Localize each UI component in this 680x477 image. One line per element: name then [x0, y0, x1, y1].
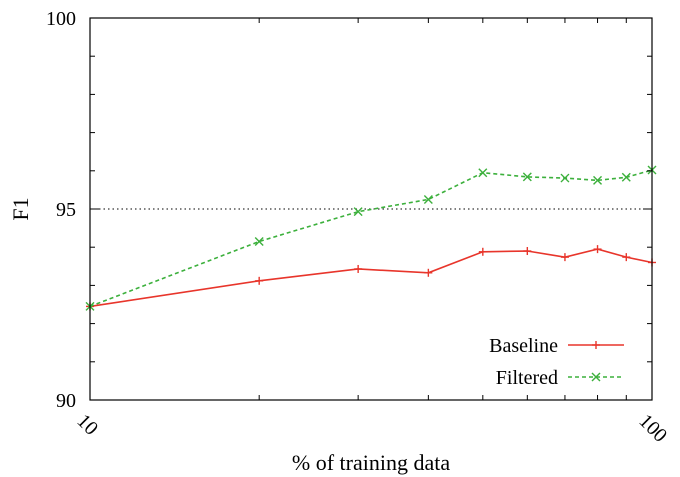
legend-marker-baseline	[592, 341, 600, 349]
data-point-filtered	[478, 168, 488, 178]
data-point-baseline	[354, 264, 363, 273]
data-point-filtered	[593, 175, 603, 185]
y-axis-label: F1	[8, 197, 33, 220]
data-point-filtered	[522, 172, 532, 182]
x-tick-label: 100	[634, 410, 671, 447]
series-layer	[85, 165, 657, 311]
data-point-baseline	[255, 276, 264, 285]
legend-label-filtered: Filtered	[496, 367, 558, 389]
axis-tick-labels: 90 95 100 10 100	[46, 8, 671, 447]
series-line-filtered	[89, 169, 653, 308]
data-point-baseline	[622, 253, 631, 262]
y-tick-label: 90	[56, 390, 76, 412]
data-point-filtered	[254, 236, 264, 246]
marker-stroke	[522, 172, 532, 182]
axis-ticks	[89, 17, 653, 401]
legend: Baseline Filtered	[489, 335, 624, 389]
data-point-baseline	[424, 268, 433, 277]
legend-label-baseline: Baseline	[489, 335, 558, 357]
marker-stroke	[254, 236, 264, 246]
data-point-baseline	[560, 253, 569, 262]
marker-stroke	[560, 173, 570, 183]
y-tick-label: 95	[56, 199, 76, 221]
marker-stroke	[621, 172, 631, 182]
data-point-filtered	[560, 173, 570, 183]
x-axis-label: % of training data	[292, 450, 450, 475]
data-point-baseline	[523, 247, 532, 256]
data-point-filtered	[423, 194, 433, 204]
x-tick-label: 10	[72, 410, 102, 440]
marker-stroke	[423, 194, 433, 204]
marker-stroke	[591, 372, 601, 382]
legend-marker-filtered	[591, 372, 601, 382]
marker-stroke	[478, 168, 488, 178]
data-point-baseline	[593, 245, 602, 254]
marker-stroke	[593, 175, 603, 185]
series-line-baseline	[89, 248, 653, 308]
data-point-baseline	[478, 247, 487, 256]
data-point-filtered	[621, 172, 631, 182]
y-tick-label: 100	[46, 8, 76, 30]
marker-stroke	[353, 207, 363, 217]
data-point-filtered	[353, 207, 363, 217]
